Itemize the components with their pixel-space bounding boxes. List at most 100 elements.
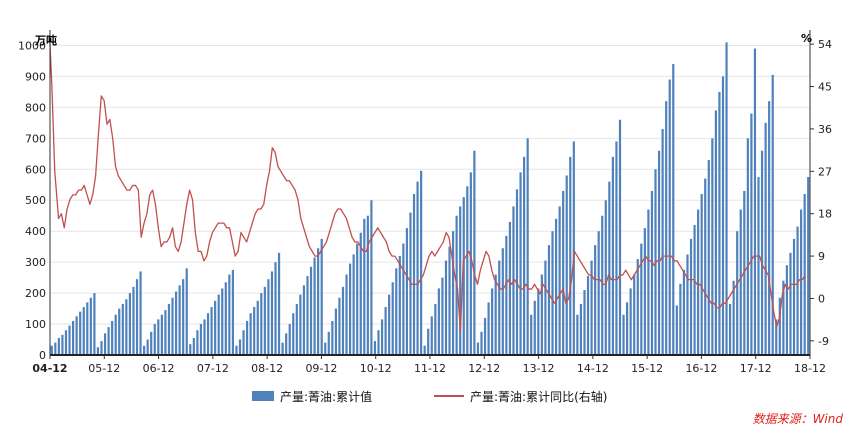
bar <box>135 279 139 355</box>
bar <box>388 294 391 355</box>
bar <box>324 342 327 355</box>
left-tick-label: 700 <box>25 132 46 145</box>
bar <box>221 288 224 355</box>
bar <box>554 218 558 355</box>
bar <box>107 327 110 355</box>
gridlines <box>50 44 810 356</box>
bar <box>384 307 387 355</box>
bar <box>270 271 274 355</box>
legend-label-bar: 产量:菁油:累计值 <box>280 389 373 404</box>
bar <box>366 215 369 355</box>
legend-swatch-line <box>434 395 464 397</box>
bar <box>540 274 543 355</box>
legend-swatch-bar <box>252 391 274 401</box>
bar <box>523 156 526 355</box>
bar <box>228 274 231 355</box>
bar <box>569 156 572 355</box>
bar <box>711 138 714 355</box>
bar <box>462 197 465 355</box>
bar <box>764 122 767 355</box>
bar <box>160 314 163 355</box>
bar <box>139 271 142 355</box>
bar <box>299 294 302 355</box>
bar <box>249 313 252 355</box>
bar <box>150 331 153 355</box>
bar <box>246 320 249 355</box>
right-tick-label: 0 <box>818 292 825 305</box>
x-tick-label: 07-12 <box>197 362 229 375</box>
bar <box>704 178 707 355</box>
bar <box>267 279 270 355</box>
bar <box>114 314 117 355</box>
bar <box>79 311 82 355</box>
bar <box>338 297 341 355</box>
right-tick-label: 45 <box>818 81 832 94</box>
bar <box>153 324 156 355</box>
bar <box>469 172 472 355</box>
bar <box>626 302 629 355</box>
x-tick-label: 08-12 <box>251 362 283 375</box>
bar <box>473 150 476 355</box>
bar <box>86 302 89 355</box>
x-tick-label: 16-12 <box>685 362 717 375</box>
bar <box>231 269 234 355</box>
bar <box>515 189 519 355</box>
bar <box>800 209 803 355</box>
bar <box>64 330 68 355</box>
bar <box>725 42 728 355</box>
bar <box>760 150 764 355</box>
bar <box>118 308 121 355</box>
bar <box>430 316 433 355</box>
bar <box>576 314 579 355</box>
bar <box>57 337 60 355</box>
bar <box>508 221 512 355</box>
bar <box>235 345 238 355</box>
bar <box>785 265 789 355</box>
bar <box>309 266 313 355</box>
right-tick-label: -9 <box>818 335 829 348</box>
bar <box>597 231 600 355</box>
bar <box>750 113 753 355</box>
bar <box>487 302 490 355</box>
bar <box>157 319 160 355</box>
bar <box>82 307 85 355</box>
bar <box>306 276 309 355</box>
left-tick-label: 600 <box>25 163 46 176</box>
bar <box>373 341 377 355</box>
bar <box>348 263 352 355</box>
bar <box>657 150 661 355</box>
bar <box>199 324 203 355</box>
x-tick-label: 13-12 <box>523 362 555 375</box>
bar <box>501 248 504 355</box>
bar <box>89 297 92 355</box>
bar <box>317 248 320 355</box>
bar <box>345 274 348 355</box>
bar <box>633 274 636 355</box>
bar-series <box>50 42 810 356</box>
bar <box>572 141 575 355</box>
bar <box>206 313 210 355</box>
left-tick-label: 800 <box>25 101 46 114</box>
bar <box>313 257 316 355</box>
bar <box>491 288 494 355</box>
bar <box>672 64 675 356</box>
bar <box>640 243 643 355</box>
bar <box>647 209 650 355</box>
bar <box>629 288 632 355</box>
bar <box>238 339 242 355</box>
bar <box>54 342 57 355</box>
bar <box>359 232 362 355</box>
bar <box>395 268 398 355</box>
bar <box>505 235 508 355</box>
bar <box>601 215 604 355</box>
left-tick-label: 1000 <box>18 39 46 52</box>
bar <box>192 337 195 355</box>
bar <box>377 330 380 355</box>
bar <box>143 345 146 355</box>
bar <box>679 283 682 355</box>
bar <box>196 330 199 355</box>
bar <box>483 317 487 355</box>
bar <box>480 331 483 355</box>
bar <box>594 245 597 355</box>
bar <box>622 314 625 355</box>
